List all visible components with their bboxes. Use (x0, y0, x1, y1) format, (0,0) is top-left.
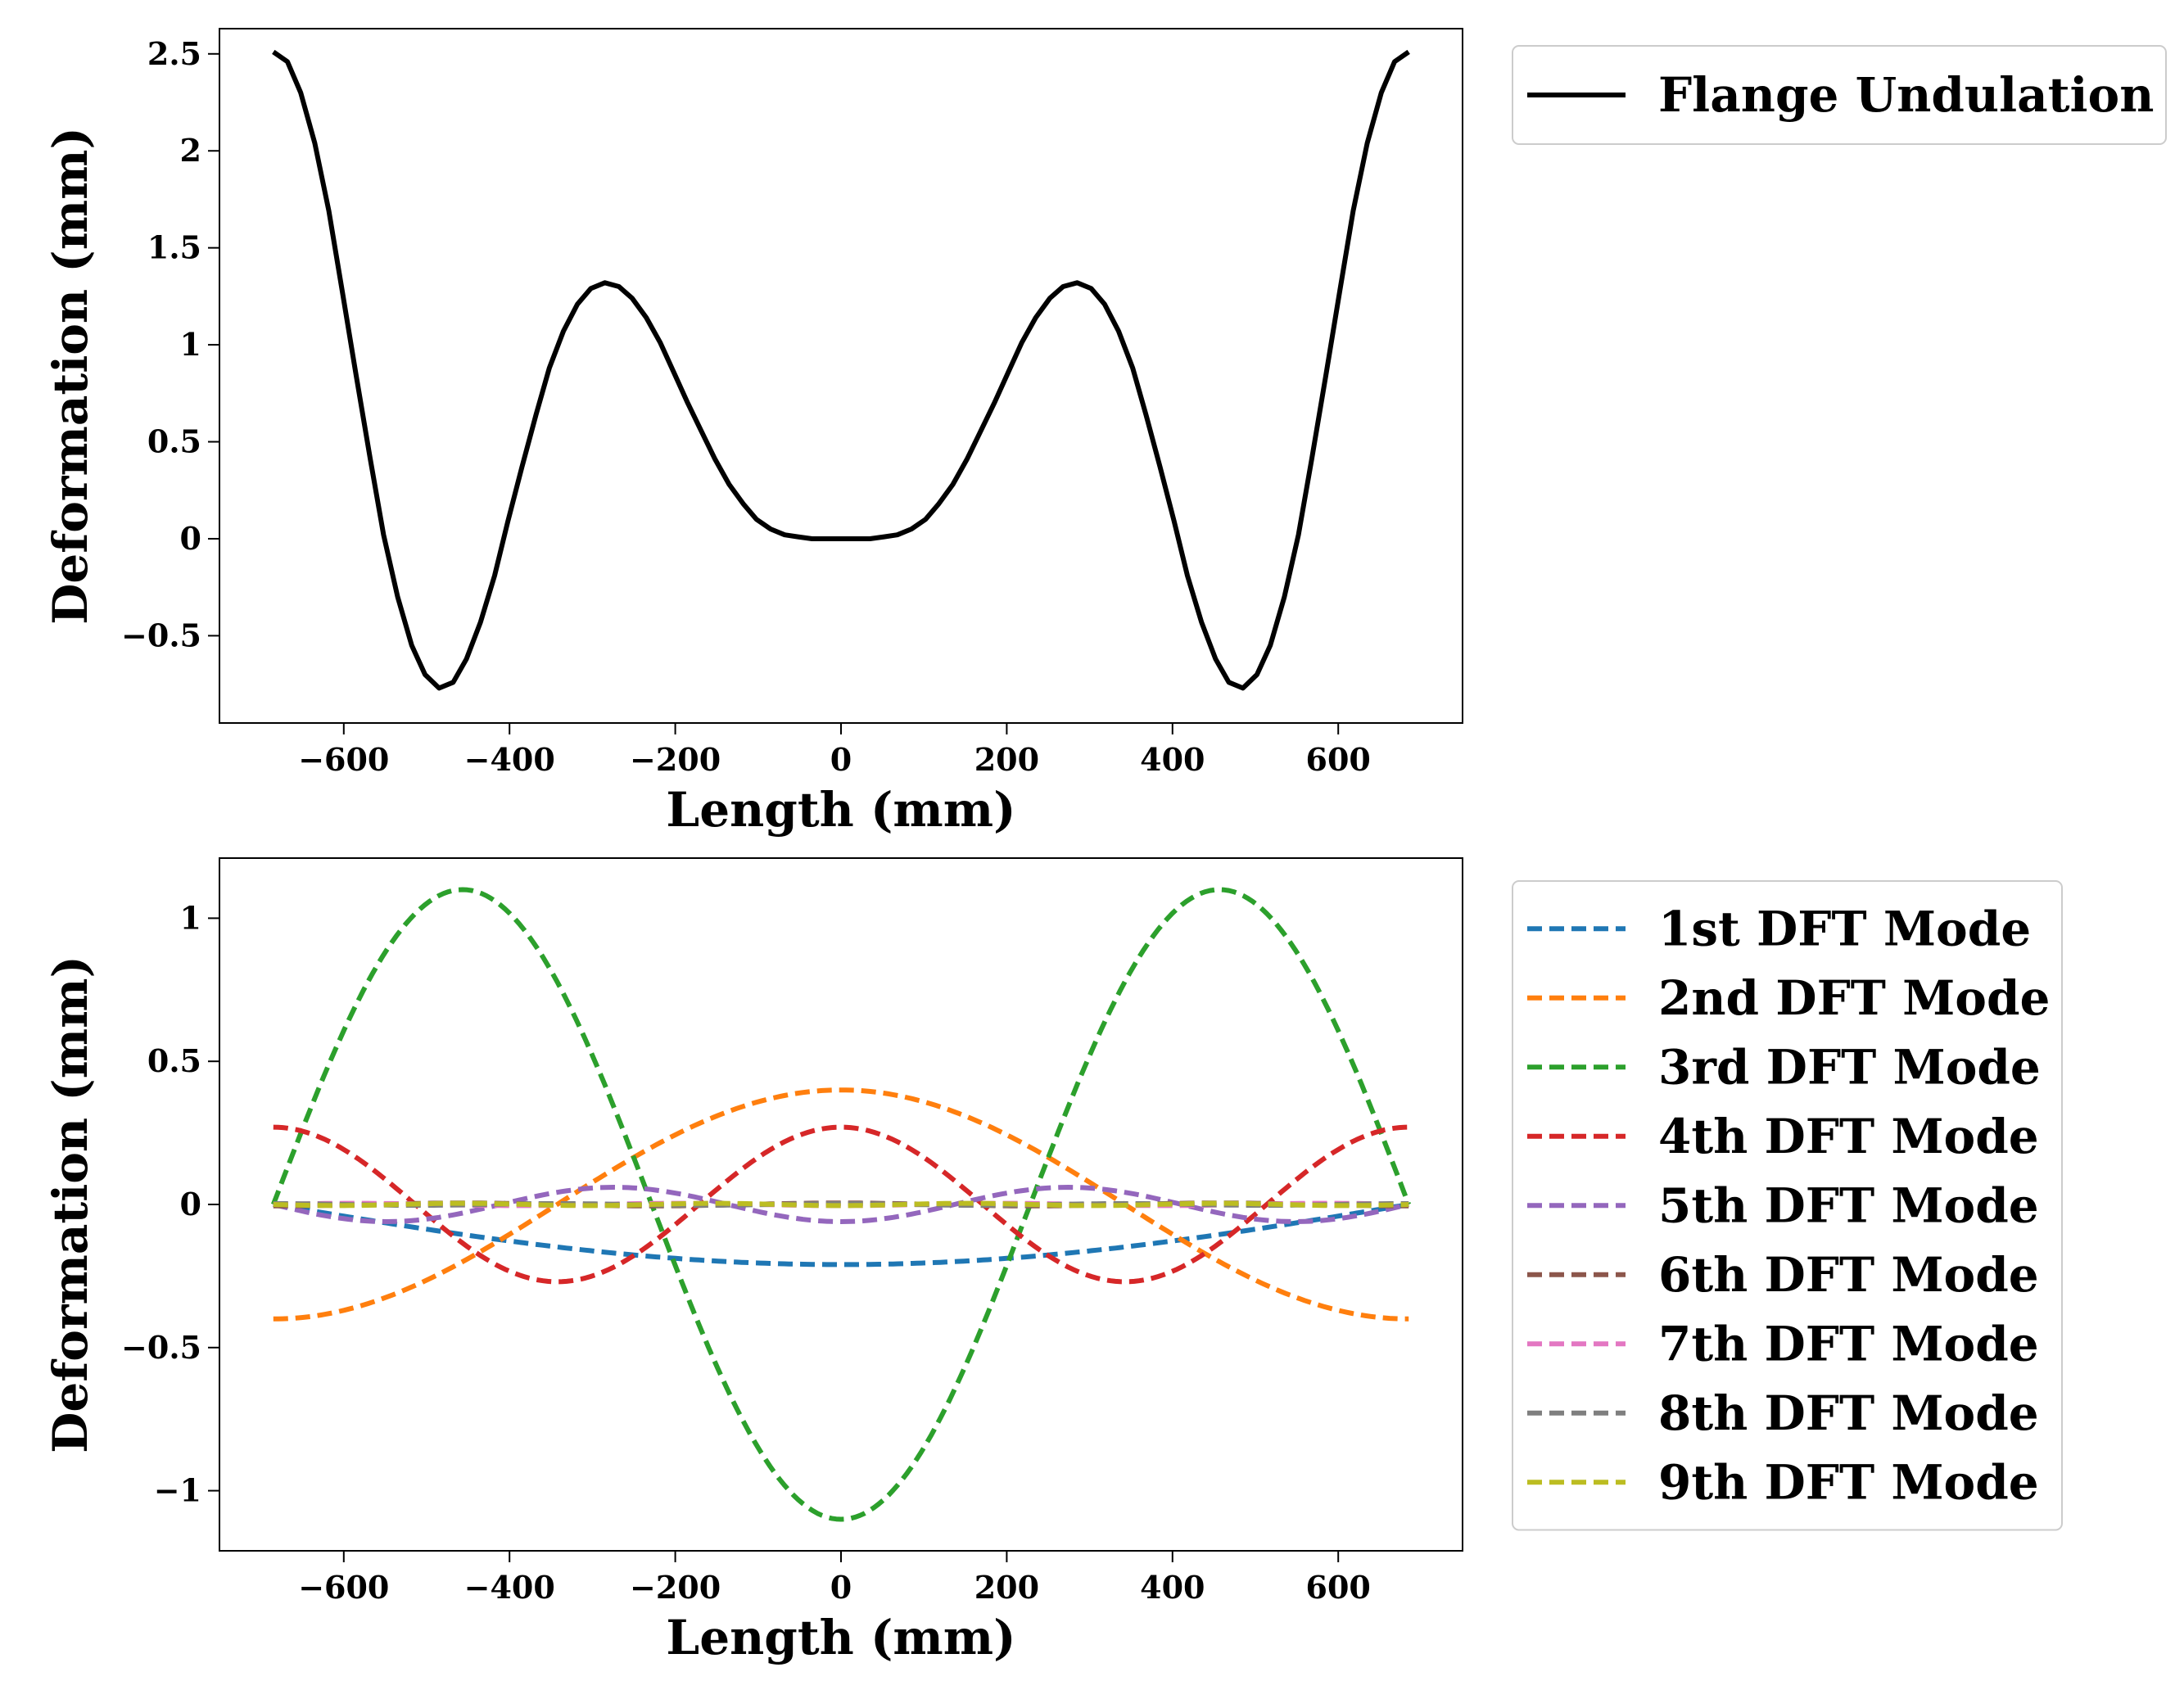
bottom-chart-legend-box (1512, 880, 2063, 1531)
bottom-chart-series-line-1 (273, 1202, 1409, 1268)
top-chart-x-tick-label-600: 600 (1306, 741, 1371, 778)
top-chart-y-tick-label-2: 2 (180, 132, 201, 169)
top-chart: −600 −400 −200 0 200 400 600 −0.5 0 0.5 1 1.5 2 2.5 L… (43, 28, 2167, 838)
bottom-chart-series-line-2 (273, 1087, 1409, 1322)
bottom-chart-y-tick-label-1: 1 (180, 899, 201, 936)
bottom-chart-legend-label-7: 7th DFT Mode (1658, 1316, 2039, 1371)
bottom-chart-x-axis-label: Length (mm) (666, 1610, 1015, 1665)
top-chart-x-tick-label-neg600: −600 (298, 741, 389, 778)
bottom-chart-series-line-9 (273, 1200, 1409, 1209)
bottom-chart-x-tick-label-0: 0 (830, 1569, 852, 1606)
bottom-chart-legend-label-3: 3rd DFT Mode (1658, 1039, 2041, 1095)
bottom-chart-legend-label-2: 2nd DFT Mode (1658, 970, 2050, 1026)
top-chart-y-tick-label-2p5: 2.5 (147, 35, 201, 72)
top-chart-y-tick-label-0: 0 (180, 520, 201, 557)
bottom-chart-x-tick-label-400: 400 (1140, 1569, 1205, 1606)
bottom-chart-x-tick-label-neg400: −400 (464, 1569, 555, 1606)
top-chart-y-tick-label-neg0p5: −0.5 (121, 617, 201, 653)
top-chart-legend-box (1512, 45, 2167, 145)
bottom-chart-legend-label-5: 5th DFT Mode (1658, 1177, 2039, 1233)
top-chart-legend: Flange Undulation (1512, 45, 2167, 145)
top-chart-series-line-1 (272, 49, 1410, 691)
top-chart-x-tick-label-neg400: −400 (464, 741, 555, 778)
top-chart-x-tick-label-neg200: −200 (630, 741, 721, 778)
bottom-chart-y-tick-label-0p5: 0.5 (147, 1042, 201, 1079)
bottom-chart-legend: 1st DFT Mode 2nd DFT Mode 3rd DFT Mode 4th … (1512, 880, 2063, 1531)
top-chart-ticks: −600 −400 −200 0 200 400 600 −0.5 0 0.5 1 1.5 2 2.5 (121, 35, 1371, 778)
bottom-chart-series-line-3 (270, 887, 1412, 1522)
top-chart-x-axis-label: Length (mm) (666, 782, 1015, 838)
bottom-chart-x-tick-label-200: 200 (974, 1569, 1039, 1606)
bottom-chart-series-line-5 (273, 1185, 1409, 1224)
bottom-chart-legend-label-9: 9th DFT Mode (1658, 1454, 2039, 1510)
bottom-chart-legend-label-8: 8th DFT Mode (1658, 1385, 2039, 1441)
top-chart-x-tick-label-400: 400 (1140, 741, 1205, 778)
bottom-chart-x-tick-label-neg200: −200 (630, 1569, 721, 1606)
bottom-chart-x-tick-label-600: 600 (1306, 1569, 1371, 1606)
bottom-chart-y-axis-label: Deformation (mm) (43, 956, 98, 1453)
top-chart-y-axis-label: Deformation (mm) (43, 127, 98, 625)
bottom-chart: −600 −400 −200 0 200 400 600 −1 −0.5 0 0.5 1 Length… (43, 857, 2063, 1665)
bottom-chart-y-tick-label-neg0p5: −0.5 (121, 1329, 201, 1366)
bottom-chart-legend-label-4: 4th DFT Mode (1658, 1109, 2039, 1164)
top-chart-x-tick-label-0: 0 (830, 741, 852, 778)
bottom-chart-series-line-4 (273, 1124, 1409, 1285)
bottom-chart-series (270, 887, 1412, 1522)
top-chart-series (272, 49, 1410, 691)
bottom-chart-y-tick-label-neg1: −1 (154, 1472, 201, 1509)
top-chart-x-tick-label-200: 200 (974, 741, 1039, 778)
top-chart-y-tick-label-1: 1 (180, 326, 201, 363)
bottom-chart-legend-label-1: 1st DFT Mode (1658, 901, 2031, 956)
bottom-chart-legend-label-6: 6th DFT Mode (1658, 1247, 2039, 1303)
top-chart-y-tick-label-0p5: 0.5 (147, 423, 201, 460)
bottom-chart-x-tick-label-neg600: −600 (298, 1569, 389, 1606)
bottom-chart-y-tick-label-0: 0 (180, 1186, 201, 1222)
top-chart-legend-label-1: Flange Undulation (1658, 67, 2154, 123)
bottom-chart-ticks: −600 −400 −200 0 200 400 600 −1 −0.5 0 0.5 1 (121, 899, 1371, 1606)
top-chart-y-tick-label-1p5: 1.5 (147, 229, 201, 266)
